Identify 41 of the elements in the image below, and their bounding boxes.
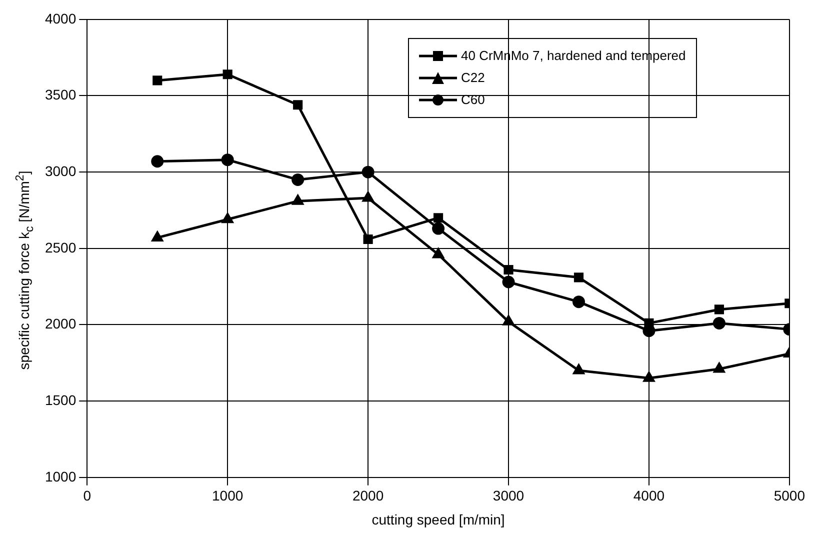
point [432,248,444,258]
point [152,76,162,86]
point [712,316,726,330]
point [222,213,234,224]
y-tick-label: 3500 [44,86,76,103]
point [644,318,654,328]
y-tick-label: 2000 [44,316,76,332]
point [222,70,232,80]
x-tick-label: 3000 [492,488,524,504]
point [572,296,585,308]
point [574,272,584,282]
point [362,166,374,178]
point [504,264,514,275]
point [292,194,304,205]
point [432,222,445,235]
point [714,304,724,314]
y-tick-label: 4000 [44,10,76,26]
point [502,315,514,326]
point [152,231,163,242]
x-tick-label: 4000 [633,488,665,504]
point [293,100,303,110]
x-tick-label: 5000 [774,488,806,504]
point [714,362,725,373]
legend-label: C22 [461,69,485,87]
point [362,192,374,202]
point [363,234,373,244]
point [434,213,444,223]
point [292,173,304,186]
x-tick-label: 2000 [352,488,384,504]
point [151,155,164,168]
y-tick-label: 1000 [44,468,76,484]
y-tick-label: 2500 [44,239,76,256]
x-tick-label: 0 [83,488,92,504]
y-tick-label: 3000 [44,162,76,179]
y-tick-label: 1500 [44,392,76,408]
x-axis-title: cutting speed [m/min] [372,511,505,528]
point [502,276,515,288]
x-tick-label: 1000 [212,488,244,504]
point [643,372,655,382]
point [221,154,234,166]
point [573,364,584,374]
